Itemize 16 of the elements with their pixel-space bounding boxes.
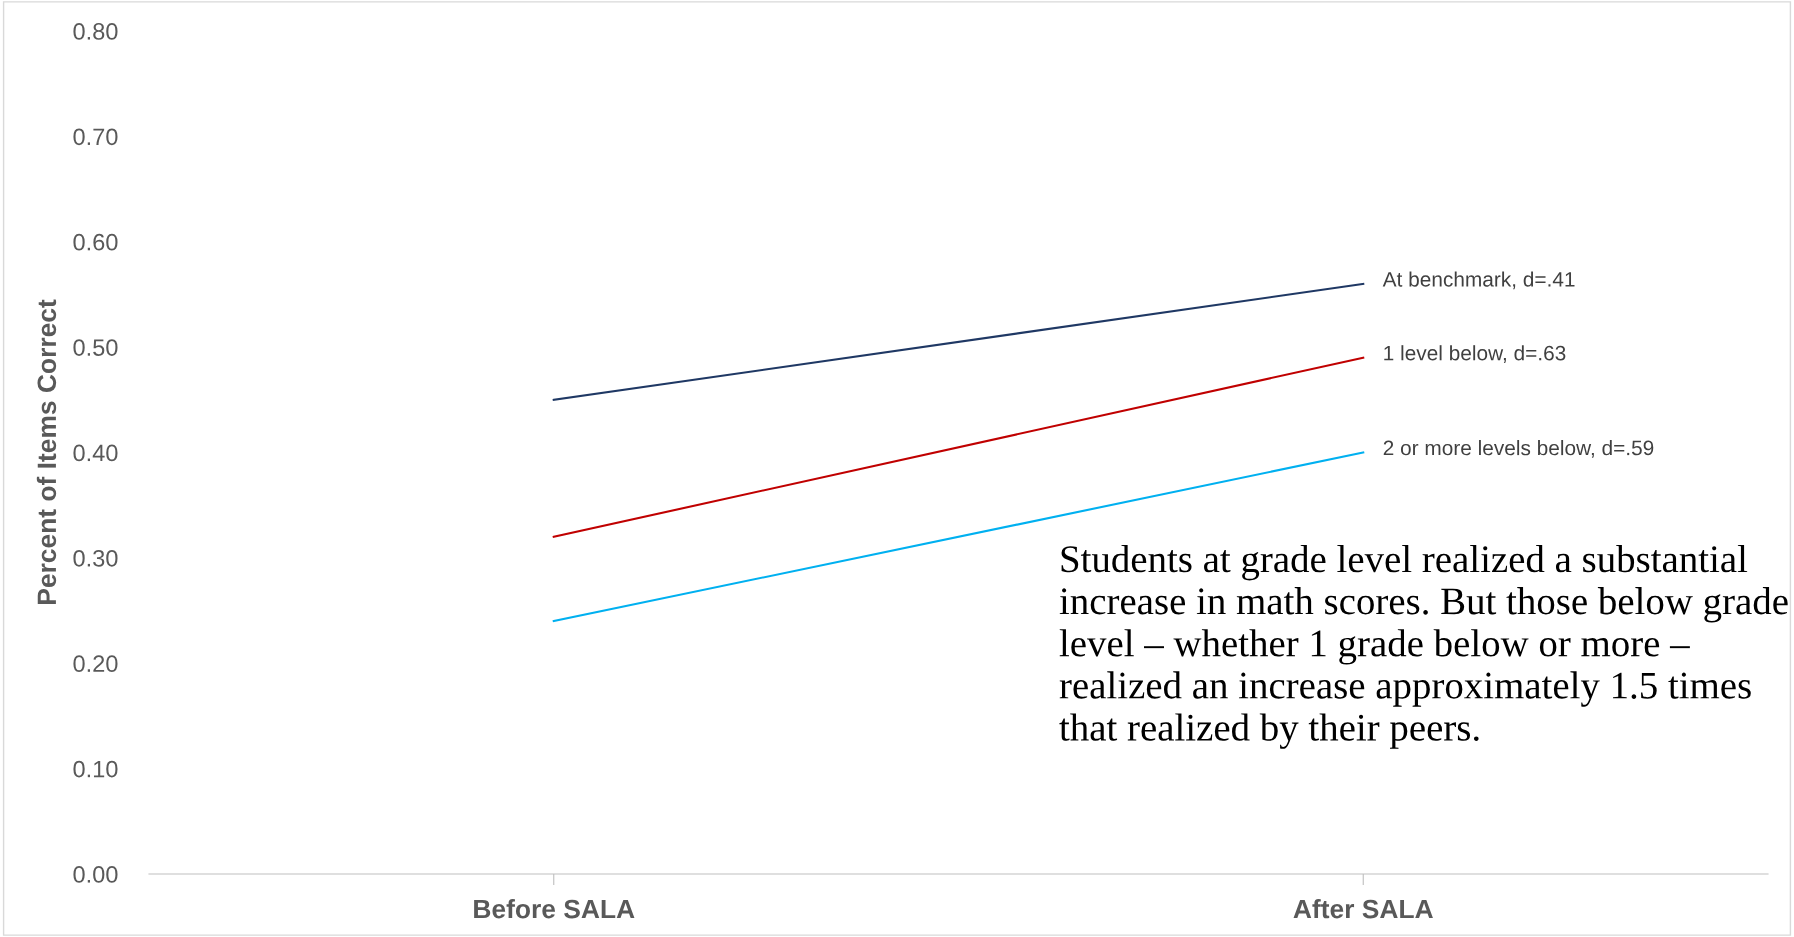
y-tick-label: 0.50: [73, 339, 118, 356]
y-tick-label: 0.30: [73, 549, 118, 567]
y-tick-label: 0.20: [73, 655, 118, 673]
y-tick-label: 0.40: [73, 444, 118, 462]
x-tick-label: Before SALA: [474, 899, 635, 919]
series-label: 2 or more levels below, d=.59: [1383, 440, 1654, 458]
series-label: 1 level below, d=.63: [1384, 345, 1566, 363]
y-axis-title: Percent of Items Correct: [36, 299, 57, 604]
y-tick-label: 0.60: [73, 233, 118, 251]
annotation: Students at grade level realized a substantial increase in math scores. But those below grade level – whether 1 grade below or more – realized an increase approximately 1.5 times that realized by their peers.: [1059, 545, 1788, 749]
y-tick-label: 0.00: [73, 866, 118, 883]
x-tick-label: After SALA: [1293, 899, 1433, 919]
y-tick-label: 0.70: [73, 128, 118, 146]
y-tick-label: 0.80: [73, 23, 118, 40]
y-tick-label: 0.10: [73, 760, 118, 778]
series-label: At benchmark, d=.41: [1382, 271, 1575, 290]
